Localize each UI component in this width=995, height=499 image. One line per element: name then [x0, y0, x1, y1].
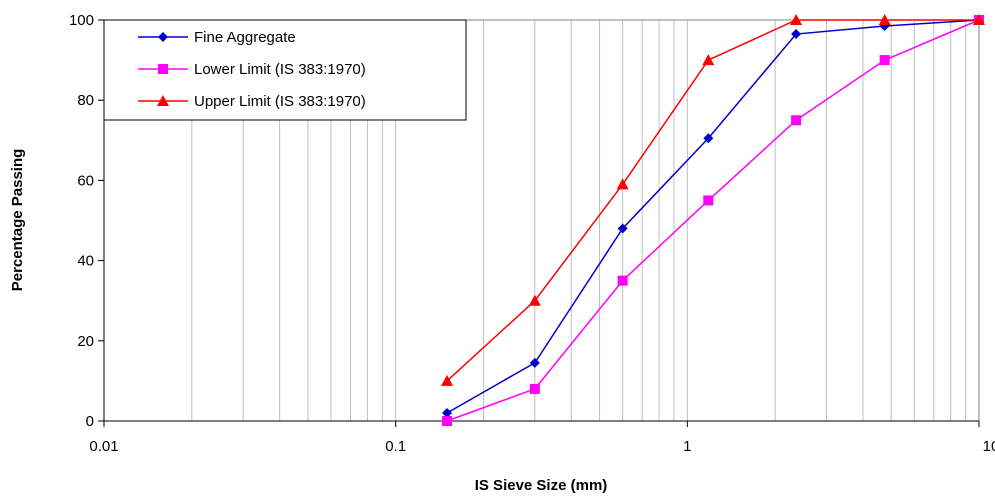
- y-tick-label: 100: [69, 12, 94, 29]
- legend-label-upper-limit: Upper Limit (IS 383:1970): [194, 93, 366, 110]
- x-tick-label: 1: [683, 438, 691, 455]
- data-point-square: [617, 275, 628, 286]
- legend-marker-diamond: [158, 32, 168, 42]
- series-3: [441, 14, 985, 386]
- data-point-square: [703, 195, 714, 206]
- legend-item-upper-limit: Upper Limit (IS 383:1970): [138, 93, 366, 110]
- x-axis-title: IS Sieve Size (mm): [475, 477, 608, 494]
- x-tick-label: 10: [983, 438, 995, 455]
- legend: Fine Aggregate Lower Limit (IS 383:1970)…: [103, 19, 467, 121]
- legend-label-lower-limit: Lower Limit (IS 383:1970): [194, 61, 366, 78]
- data-point-diamond: [442, 407, 453, 418]
- data-point-triangle: [702, 54, 715, 66]
- y-tick-label: 80: [77, 92, 94, 109]
- y-tick-label: 0: [86, 413, 94, 430]
- series-line: [446, 19, 980, 422]
- y-tick-label: 60: [77, 172, 94, 189]
- data-point-triangle: [441, 374, 454, 386]
- data-point-square: [879, 55, 890, 66]
- data-point-diamond: [791, 29, 802, 40]
- y-tick-label: 40: [77, 253, 94, 270]
- series-1: [442, 15, 984, 418]
- data-point-triangle: [878, 14, 891, 25]
- data-point-triangle: [616, 178, 629, 190]
- data-point-diamond: [617, 223, 628, 234]
- data-point-diamond: [529, 357, 540, 368]
- legend-item-lower-limit: Lower Limit (IS 383:1970): [138, 61, 366, 78]
- data-point-square: [442, 416, 453, 426]
- axes: 0 20 40 60 80 100 0.01 0.1 1 10: [69, 12, 995, 455]
- series-lines: [441, 14, 985, 426]
- y-axis-title: Percentage Passing: [9, 149, 26, 292]
- legend-label-fine-aggregate: Fine Aggregate: [194, 29, 296, 46]
- data-point-square: [791, 115, 802, 126]
- data-point-triangle: [973, 14, 985, 25]
- y-tick-label: 20: [77, 333, 94, 350]
- series-line: [446, 19, 980, 414]
- data-point-triangle: [528, 294, 541, 306]
- data-point-diamond: [703, 133, 714, 144]
- legend-item-fine-aggregate: Fine Aggregate: [138, 29, 296, 46]
- series-2: [442, 15, 984, 426]
- data-point-square: [529, 383, 540, 394]
- legend-marker-square: [158, 64, 168, 74]
- data-point-triangle: [790, 14, 803, 25]
- x-tick-label: 0.1: [385, 438, 406, 455]
- x-tick-label: 0.01: [89, 438, 118, 455]
- legend-marker-triangle: [157, 95, 169, 106]
